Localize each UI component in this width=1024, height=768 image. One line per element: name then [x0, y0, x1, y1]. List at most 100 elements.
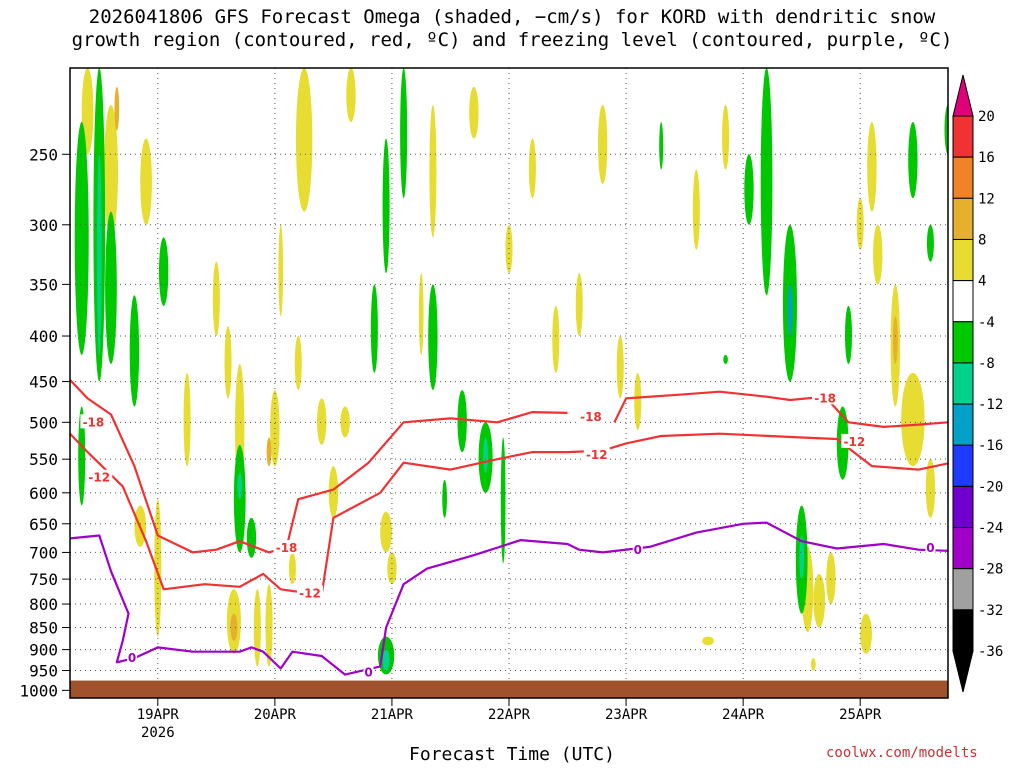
colorbar-arrow-top [952, 74, 974, 117]
y-tick-label-1000: 1000 [19, 681, 58, 700]
omega-cell-15 [266, 437, 272, 467]
contour-label-0: -18 [83, 415, 105, 429]
omega-cell-19 [295, 68, 313, 212]
contour-label-6: -12 [586, 448, 608, 462]
omega-cell-65 [428, 284, 438, 391]
contour-label-8: 0 [128, 651, 136, 665]
y-tick-label-250: 250 [29, 145, 58, 164]
x-tick-sublabel-19APR: 2026 [141, 725, 175, 741]
contour-labels: -18 -18 -18 -18 -12 -12 -12 -12 0 0 0 0 [80, 390, 936, 680]
y-tick-label-550: 550 [29, 450, 58, 469]
omega-cell-51 [74, 122, 89, 355]
omega-cell-47 [901, 372, 925, 467]
colorbar-swatch-4 [952, 280, 974, 323]
omega-cell-33 [597, 104, 608, 185]
omega-cell-74 [744, 154, 754, 225]
omega-cell-34 [616, 336, 624, 399]
omega-cell-22 [328, 466, 339, 518]
omega-cell-17 [294, 336, 302, 391]
x-tick-label-19APR: 19APR [137, 707, 180, 723]
omega-cell-42 [867, 122, 877, 212]
colorbar-label-9: -20 [978, 479, 1003, 495]
omega-cell-66 [457, 390, 467, 453]
omega-cell-73 [723, 354, 728, 364]
omega-cell-37 [722, 104, 730, 170]
omega-cell-43 [873, 224, 883, 285]
colorbar-label-2: 12 [978, 191, 995, 207]
contour-label-bg-2 [577, 408, 604, 423]
omega-cell-53 [96, 154, 102, 355]
colorbar-swatch-8 [952, 444, 974, 487]
contour-label-7: -12 [844, 435, 866, 449]
omega-cell-1 [103, 104, 118, 238]
omega-cell-30 [528, 138, 536, 199]
omega-cell-70 [442, 479, 447, 518]
omega-cell-13 [265, 584, 273, 667]
omega-cell-49 [811, 658, 816, 671]
omega-cell-28 [469, 86, 479, 139]
omega-cell-39 [813, 573, 826, 628]
colorbar-label-11: -28 [978, 562, 1003, 578]
contour-label-bg-7 [841, 433, 868, 448]
contour-label-1: -18 [276, 541, 298, 555]
y-tick-label-950: 950 [29, 662, 58, 681]
colorbar-swatch-7 [952, 403, 974, 446]
x-axis-label: Forecast Time (UTC) [409, 744, 615, 765]
contour-label-bg-4 [86, 469, 113, 484]
omega-cell-3 [140, 138, 152, 225]
contour-label-bg-0 [80, 414, 107, 429]
colorbar-swatch-1 [952, 156, 974, 199]
y-tick-label-700: 700 [29, 543, 58, 562]
omega-cell-84 [944, 104, 948, 155]
omega-cell-23 [346, 68, 356, 123]
contour-label-bg-6 [583, 446, 610, 461]
omega-cell-80 [844, 305, 853, 364]
contour-line-0 [70, 379, 287, 554]
omega-cell-18 [288, 552, 296, 585]
omega-cell-40 [826, 552, 836, 605]
colorbar-label-12: -32 [978, 603, 1003, 619]
omega-cell-11 [230, 613, 238, 641]
colorbar-label-8: -16 [978, 438, 1003, 454]
omega-cell-60 [246, 517, 257, 558]
y-tick-label-500: 500 [29, 413, 58, 432]
omega-cell-48 [925, 459, 936, 518]
omega-cell-12 [253, 589, 261, 667]
omega-cell-63 [382, 138, 390, 274]
y-tick-label-350: 350 [29, 275, 58, 294]
omega-cell-50 [702, 636, 714, 646]
colorbar-label-3: 8 [978, 232, 986, 248]
colorbar-label-6: -8 [978, 356, 995, 372]
contour-label-9: 0 [364, 666, 372, 680]
omega-cell-36 [692, 169, 700, 250]
x-tick-label-24APR: 24APR [722, 707, 765, 723]
contour-label-11: 0 [926, 541, 934, 555]
omega-cell-83 [926, 224, 934, 262]
x-tick-label-21APR: 21APR [371, 707, 414, 723]
x-tick-label-20APR: 20APR [254, 707, 297, 723]
colorbar-swatch-6 [952, 362, 974, 405]
omega-cell-71 [400, 68, 408, 199]
contour-label-2: -18 [580, 410, 602, 424]
colorbar-swatch-5 [952, 321, 974, 364]
colorbar-swatch-3 [952, 238, 974, 282]
omega-cell-7 [212, 261, 220, 337]
omega-cell-6 [183, 372, 191, 467]
contour-label-3: -18 [814, 391, 836, 405]
y-tick-label-300: 300 [29, 216, 58, 235]
colorbar-label-7: -12 [978, 397, 1003, 413]
omega-cell-72 [659, 122, 664, 170]
omega-cell-35 [634, 372, 642, 430]
x-tick-label-25APR: 25APR [839, 707, 882, 723]
contour-label-10: 0 [634, 543, 642, 557]
omega-cell-62 [382, 649, 390, 671]
contour-line-1 [285, 411, 568, 548]
omega-cell-69 [500, 437, 506, 564]
omega-cell-31 [552, 305, 560, 373]
grid-lines [70, 68, 948, 698]
colorbar-swatch-2 [952, 197, 974, 240]
contour-line-5 [70, 521, 948, 676]
colorbar-label-10: -24 [978, 521, 1003, 537]
omega-cell-55 [78, 406, 86, 506]
